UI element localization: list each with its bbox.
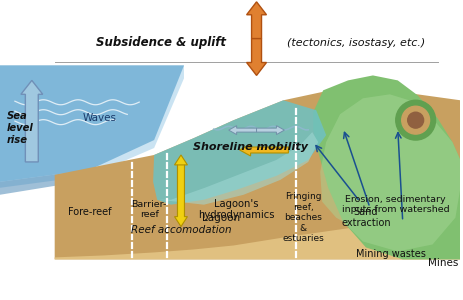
FancyArrow shape: [247, 39, 267, 75]
Circle shape: [408, 112, 424, 128]
Polygon shape: [55, 228, 460, 260]
Polygon shape: [0, 65, 184, 188]
Text: Erosion, sedimentary
inputs from watershed: Erosion, sedimentary inputs from watersh…: [342, 195, 450, 214]
FancyArrow shape: [229, 126, 257, 135]
FancyArrow shape: [21, 80, 43, 162]
Polygon shape: [0, 65, 184, 182]
Text: (tectonics, isostasy, etc.): (tectonics, isostasy, etc.): [287, 38, 425, 48]
Text: Waves: Waves: [82, 113, 116, 123]
Polygon shape: [153, 100, 326, 205]
FancyArrow shape: [240, 144, 288, 156]
Polygon shape: [159, 132, 318, 205]
Text: Lagoon: Lagoon: [202, 213, 240, 223]
Text: Mines: Mines: [428, 258, 459, 268]
Text: Sand
extraction: Sand extraction: [341, 207, 391, 228]
Text: Mining wastes: Mining wastes: [356, 249, 425, 260]
Polygon shape: [313, 75, 460, 260]
Polygon shape: [320, 94, 460, 251]
Text: Fringing
reef,
beaches
&
estuaries: Fringing reef, beaches & estuaries: [282, 192, 324, 243]
Text: Subsidence & uplift: Subsidence & uplift: [96, 36, 226, 49]
Circle shape: [402, 106, 430, 134]
Text: Fore-reef: Fore-reef: [68, 207, 111, 217]
Polygon shape: [55, 85, 460, 260]
FancyArrow shape: [175, 155, 188, 217]
Text: Reef accomodation: Reef accomodation: [131, 224, 232, 235]
Text: Barrier-
reef: Barrier- reef: [131, 200, 167, 219]
Text: Lagoon's
hydrodynamics: Lagoon's hydrodynamics: [199, 199, 275, 220]
Text: Shoreline mobility: Shoreline mobility: [193, 142, 308, 152]
FancyArrow shape: [257, 126, 284, 135]
Circle shape: [396, 100, 436, 140]
FancyArrow shape: [247, 2, 267, 39]
Text: Sea
level
rise: Sea level rise: [7, 111, 34, 145]
Polygon shape: [0, 170, 89, 195]
FancyArrow shape: [175, 165, 188, 226]
